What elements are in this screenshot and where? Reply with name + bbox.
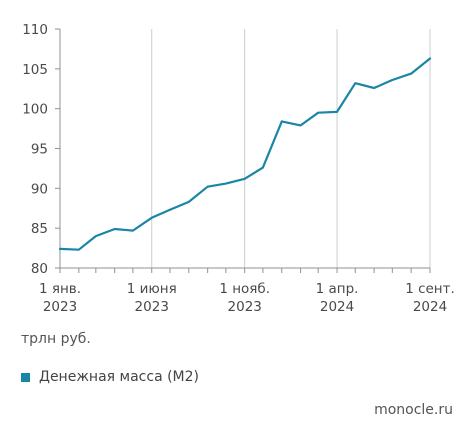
x-tick-label: 1 нояб. [219,281,270,297]
x-tick-year-label: 2024 [413,299,447,315]
x-tick-label: 1 июня [127,281,177,297]
y-tick-label: 105 [22,62,48,78]
axes [55,28,431,273]
x-tick-year-label: 2023 [135,299,169,315]
x-tick-year-label: 2023 [43,299,77,315]
series-line [58,57,432,251]
x-tick-year-label: 2024 [320,299,354,315]
y-tick-label: 100 [22,102,48,118]
y-tick-label: 110 [22,22,48,38]
legend: Денежная масса (М2) [21,369,199,385]
y-axis-tick-labels: 80 85 90 95 100 105 110 [22,22,48,277]
y-tick-label: 80 [31,261,48,277]
source-label: monocle.ru [374,402,453,418]
y-tick-label: 85 [31,221,48,237]
x-tick-label: 1 янв. [39,281,81,297]
x-tick-year-label: 2023 [228,299,262,315]
legend-swatch [21,372,30,382]
x-axis-tick-labels: 1 янв. 2023 1 июня 2023 1 нояб. 2023 1 апр. 202… [39,281,455,315]
legend-label: Денежная масса (М2) [39,369,200,385]
x-tick-label: 1 сент. [405,281,455,297]
vertical-gridlines [151,29,431,268]
unit-label: трлн руб. [21,331,91,347]
x-tick-label: 1 апр. [316,281,359,297]
y-tick-label: 90 [31,181,48,197]
y-tick-label: 95 [31,142,48,158]
series-lines [58,57,432,251]
